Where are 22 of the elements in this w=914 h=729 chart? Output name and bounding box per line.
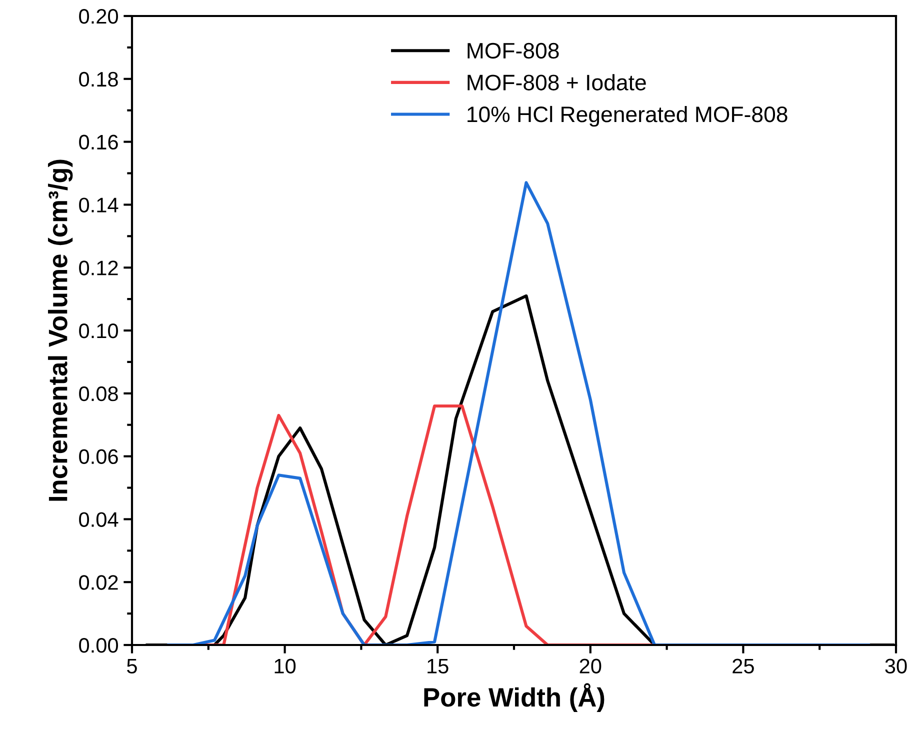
y-tick-label: 0.20 <box>79 9 118 24</box>
x-tick-label: 20 <box>580 658 602 674</box>
x-tick-label: 5 <box>127 658 137 674</box>
y-tick-label: 0.18 <box>79 72 118 87</box>
y-tick-label: 0.06 <box>79 449 118 464</box>
y-tick-label: 0.02 <box>79 575 118 590</box>
x-tick-label: 25 <box>732 658 754 674</box>
y-axis-title: Incremental Volume (cm³/g) <box>48 160 73 501</box>
y-tick-label: 0.12 <box>79 260 118 276</box>
y-tick-label: 0.14 <box>79 198 118 212</box>
legend-label: MOF-808 + Iodate <box>468 74 646 90</box>
legend-label: 10% HCl Regenerated MOF-808 <box>468 106 788 127</box>
legend-label: MOF-808 <box>468 42 559 59</box>
y-tick-label: 0.00 <box>79 638 118 653</box>
x-tick-label: 10 <box>274 658 296 674</box>
y-tick-label: 0.16 <box>79 134 118 150</box>
x-axis-title: Pore Width (Å) <box>424 683 604 712</box>
x-tick-label: 15 <box>428 658 448 674</box>
y-tick-label: 0.04 <box>79 512 118 527</box>
y-tick-label: 0.08 <box>79 386 118 402</box>
x-tick-label: 30 <box>885 658 907 674</box>
y-tick-label: 0.10 <box>79 324 118 338</box>
